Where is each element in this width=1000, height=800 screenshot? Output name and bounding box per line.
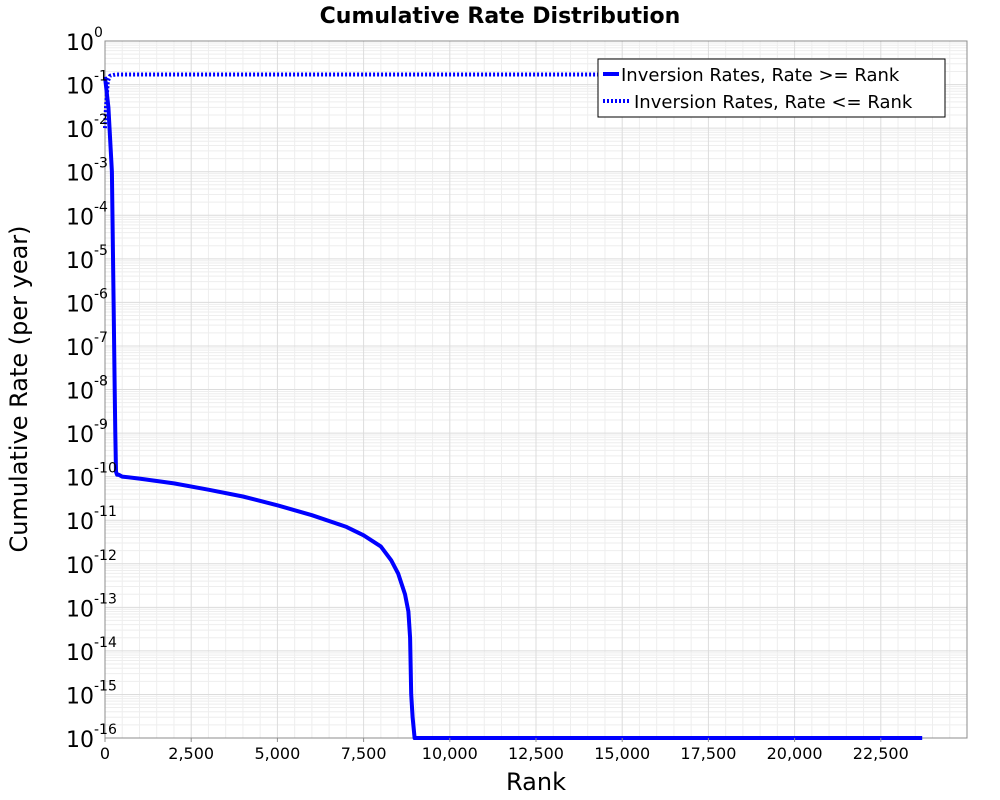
y-tick-base: 10 [66,467,94,492]
y-tick-exponent: -11 [94,504,117,520]
y-tick-exponent: -4 [94,199,108,215]
y-tick-exponent: -10 [94,461,117,477]
y-tick-label: 10-4 [66,199,108,230]
series-layer [103,72,923,740]
y-tick-base: 10 [66,423,94,448]
x-tick-label: 17,500 [680,744,736,763]
x-tick-label: 22,500 [853,744,909,763]
y-tick-base: 10 [66,641,94,666]
y-tick-exponent: -14 [94,635,117,651]
x-tick-label: 15,000 [594,744,650,763]
y-tick-label: 10-9 [66,417,108,448]
y-tick-base: 10 [66,118,94,143]
x-tick-label: 2,500 [168,744,214,763]
y-tick-label: 10-12 [66,548,117,579]
y-tick-label: 10-14 [66,635,117,666]
x-axis-ticks: 0 2,500 5,000 7,500 10,000 12,500 15,000 17,500… [100,738,909,763]
y-tick-label: 10-7 [66,330,108,361]
y-tick-base: 10 [66,510,94,535]
y-tick-label: 10-8 [66,374,108,405]
chart-title: Cumulative Rate Distribution [320,4,681,29]
y-tick-exponent: -16 [94,722,117,738]
y-tick-label: 10-15 [66,678,117,709]
legend: Inversion Rates, Rate >= Rank Inversion … [597,58,946,118]
y-tick-base: 10 [66,162,94,187]
y-tick-exponent: -12 [94,548,117,564]
y-tick-exponent: -7 [94,330,108,346]
y-tick-base: 10 [66,75,94,100]
legend-box [597,58,946,118]
y-tick-base: 10 [66,249,94,274]
y-tick-label: 10-10 [66,461,117,492]
y-tick-exponent: -1 [94,69,108,85]
y-tick-label: 10-13 [66,591,117,622]
y-tick-label: 10-5 [66,243,108,274]
x-tick-label: 0 [100,744,110,763]
y-tick-base: 10 [66,292,94,317]
y-tick-base: 10 [66,31,94,56]
x-axis-label: Rank [506,768,566,796]
x-tick-label: 12,500 [508,744,564,763]
x-tick-label: 10,000 [422,744,478,763]
y-tick-label: 10-16 [66,722,117,753]
y-tick-exponent: 0 [94,25,103,41]
y-tick-label: 10-3 [66,156,108,187]
x-tick-label: 7,500 [341,744,387,763]
y-tick-label: 10-11 [66,504,117,535]
y-tick-base: 10 [66,380,94,405]
legend-label-rate-ge-rank: Inversion Rates, Rate >= Rank [621,65,900,86]
y-tick-base: 10 [66,684,94,709]
y-tick-exponent: -15 [94,678,117,694]
x-tick-label: 20,000 [767,744,823,763]
y-tick-exponent: -3 [94,156,108,172]
y-tick-exponent: -2 [94,112,108,128]
y-tick-base: 10 [66,554,94,579]
y-tick-base: 10 [66,205,94,230]
legend-label-rate-le-rank: Inversion Rates, Rate <= Rank [634,92,913,113]
y-tick-label: 10-6 [66,286,108,317]
y-tick-exponent: -13 [94,591,117,607]
y-tick-base: 10 [66,728,94,753]
y-tick-exponent: -5 [94,243,108,259]
y-tick-exponent: -8 [94,374,108,390]
y-tick-label: 10-2 [66,112,108,143]
series-line-rate-ge-rank [103,76,923,740]
y-axis-label: Cumulative Rate (per year) [5,225,33,552]
y-tick-exponent: -6 [94,286,108,302]
y-tick-base: 10 [66,597,94,622]
y-tick-label: 10-1 [66,69,108,100]
y-tick-exponent: -9 [94,417,108,433]
x-tick-label: 5,000 [254,744,300,763]
y-tick-label: 100 [66,25,103,56]
y-tick-base: 10 [66,336,94,361]
y-axis-ticks: 10010-110-210-310-410-510-610-710-810-91… [66,25,117,753]
